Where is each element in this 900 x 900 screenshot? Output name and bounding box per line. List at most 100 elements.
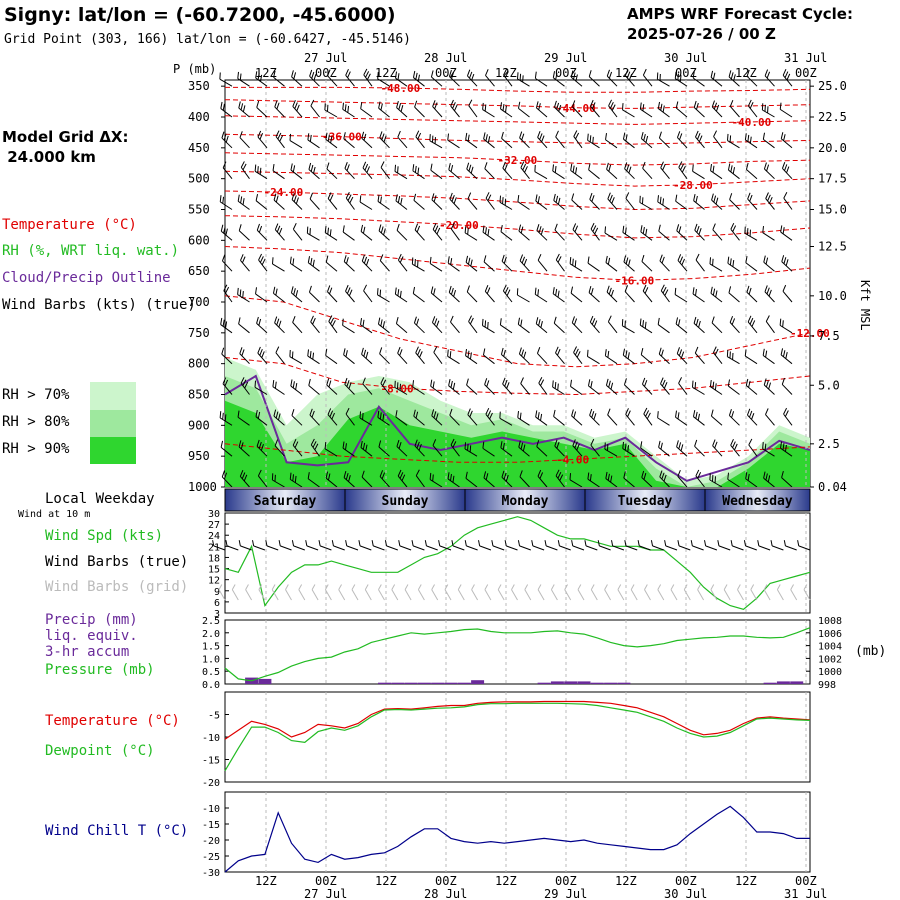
wind-barb-flag	[447, 256, 450, 264]
wind-barb	[274, 223, 285, 241]
rh70-swatch	[90, 382, 136, 410]
wind-barb-staff	[378, 107, 390, 118]
surface-wind-barb-grid	[723, 584, 731, 601]
wind-barb	[604, 226, 618, 241]
wind-barb-flag	[610, 382, 614, 390]
wind-barb-staff	[239, 137, 250, 149]
wind-barb-flag	[658, 347, 662, 355]
surface-barb-flag	[444, 584, 449, 590]
wind-barb	[745, 378, 758, 395]
surface-barb-staff	[763, 589, 771, 601]
temperature-contour-label: -16.00	[615, 274, 655, 287]
wind-barb-flag	[471, 73, 475, 81]
wind-barb-flag	[729, 193, 733, 200]
wind-barb-flag	[713, 102, 718, 110]
wind-barb-flag	[744, 133, 747, 141]
wind-barb-staff	[762, 355, 775, 365]
surface-barb-staff	[431, 589, 439, 601]
wind-barb-flag	[746, 285, 750, 293]
surface-barb-staff	[745, 545, 757, 551]
wind-barb-flag	[517, 101, 521, 109]
surface-barb-flag	[704, 540, 707, 546]
wind-barb-flag	[223, 133, 227, 141]
wind-barb-flag	[783, 257, 787, 264]
wind-barb-staff	[465, 355, 478, 365]
wind-barb-flag	[646, 412, 651, 420]
wind-barb	[692, 380, 705, 395]
wind-barb-flag	[276, 318, 280, 326]
wind-barb	[675, 410, 688, 426]
wind-barb-flag	[502, 103, 505, 111]
wind-barb-flag	[588, 286, 592, 293]
temperature-contour-label: -36.00	[322, 131, 362, 144]
wind-barb-staff	[431, 76, 443, 87]
surface-wind-barb-grid	[391, 584, 399, 601]
wind-barb-flag	[362, 377, 366, 385]
wind-barb-flag	[517, 72, 519, 80]
pressure-tick-label: 550	[188, 203, 210, 217]
wind-barb-staff	[360, 231, 373, 241]
wind-barb-staff	[625, 198, 635, 210]
wind-barb-flag	[661, 472, 665, 480]
precip-ytick-label: 1.0	[202, 654, 220, 665]
wind-barb-flag	[344, 104, 347, 112]
wind-barb-flag	[447, 133, 450, 141]
pressure-tick-label: 750	[188, 326, 210, 340]
surface-barb-flag	[557, 540, 560, 546]
wind-barb	[413, 316, 425, 334]
surface-wind-barb-true	[331, 540, 345, 551]
surface-barb-staff	[617, 589, 625, 601]
wind-barb-flag	[482, 318, 484, 326]
wind-barb	[676, 224, 688, 241]
wind-barb-flag	[483, 471, 487, 478]
wind-barb-flag	[608, 164, 612, 172]
wind-barb-staff	[307, 139, 320, 149]
wind-barb	[397, 346, 408, 365]
wind-barb	[219, 411, 233, 426]
wind-barb	[325, 132, 338, 149]
wind-barb-staff	[414, 445, 425, 457]
wind-barb-staff	[747, 321, 758, 334]
wind-barb-staff	[590, 105, 600, 118]
wind-barb-flag	[606, 162, 609, 170]
wind-barb-staff	[308, 385, 320, 395]
wind-barb-flag	[611, 197, 615, 204]
wind-barb	[711, 193, 723, 210]
wind-barb-staff	[639, 202, 653, 210]
wind-barb-staff	[432, 106, 443, 118]
pressure-tick-label: 350	[188, 79, 210, 93]
wind-barb	[219, 72, 233, 87]
wind-barb-flag	[747, 473, 750, 481]
wind-barb-flag	[764, 104, 766, 112]
wind-barb-flag	[397, 469, 402, 477]
wind-barb-flag	[293, 288, 296, 295]
accum-legend: 3-hr accum	[45, 644, 130, 660]
wind-barb	[657, 317, 670, 334]
wind-barb-flag	[780, 132, 784, 139]
surface-wind-barb-grid	[457, 584, 465, 601]
precip-ytick-label: 2.0	[202, 629, 220, 640]
wind-barb-staff	[694, 352, 705, 365]
wind-barb-flag	[713, 130, 718, 137]
wind-barb-flag	[536, 224, 540, 231]
wind-barb	[431, 316, 443, 334]
wind-barb-staff	[695, 136, 705, 149]
wind-barb-flag	[482, 348, 486, 356]
wind-barb-flag	[309, 350, 312, 358]
wind-barb	[501, 470, 513, 488]
wind-barb	[465, 255, 478, 272]
wind-barb	[431, 409, 443, 426]
height-tick-label: 12.5	[818, 240, 847, 254]
wind-barb-flag	[450, 99, 454, 107]
wind-barb-flag	[575, 74, 578, 82]
wind-barb-flag	[344, 162, 348, 169]
wind-barb	[535, 194, 548, 210]
wind-speed-ytick-label: 12	[208, 576, 220, 587]
wind-barb	[499, 318, 513, 334]
wind-barb-flag	[764, 443, 767, 451]
wind-barb-staff	[607, 414, 618, 426]
wind-barb-flag	[694, 346, 699, 354]
wind-barb-flag	[501, 131, 504, 139]
wind-barb-staff	[624, 75, 635, 87]
wind-barb-flag	[468, 315, 473, 322]
